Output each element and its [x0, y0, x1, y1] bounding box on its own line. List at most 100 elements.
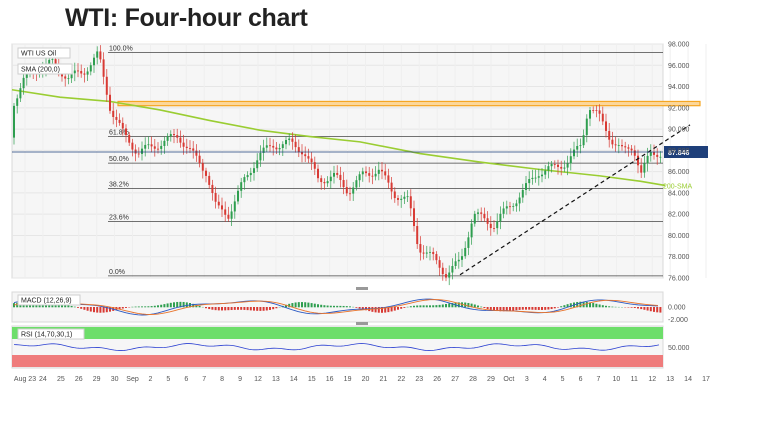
macd-histogram-bar [560, 306, 563, 308]
macd-histogram-bar [477, 305, 479, 308]
candle-body [361, 171, 364, 175]
macd-histogram-bar [227, 307, 230, 311]
candle-body [89, 65, 92, 72]
macd-histogram-bar [473, 304, 476, 308]
rsi-label-box [17, 328, 85, 340]
macd-histogram-bar [461, 302, 463, 308]
candle-body [630, 148, 633, 151]
macd-histogram-bar [400, 307, 403, 309]
x-tick-label: 29 [93, 376, 101, 383]
candle-body [371, 175, 374, 177]
candle-body [563, 167, 566, 169]
candle-body [73, 70, 76, 74]
candle-body [441, 267, 444, 275]
candle-body [576, 146, 579, 150]
candle-body [230, 211, 233, 219]
candle-body [400, 198, 403, 200]
candle-body [307, 156, 310, 159]
candle-body [339, 174, 342, 181]
candle-body [589, 110, 591, 119]
x-tick-label: 19 [344, 376, 352, 383]
macd-histogram-bar [73, 306, 76, 308]
candle-body [157, 148, 159, 150]
fib-label: 61.8% [109, 130, 129, 137]
macd-histogram-bar [163, 304, 166, 308]
macd-histogram-bar [61, 304, 63, 308]
macd-histogram-bar [649, 307, 652, 312]
candle-body [93, 57, 95, 66]
macd-histogram-bar [157, 305, 159, 308]
macd-histogram-bar [345, 306, 348, 308]
candle-body [125, 128, 127, 135]
macd-histogram-bar [134, 306, 137, 308]
macd-histogram-bar [333, 305, 335, 308]
macd-histogram-bar [64, 305, 67, 308]
macd-histogram-bar [224, 307, 227, 311]
macd-histogram-bar [144, 306, 147, 308]
macd-histogram-bar [630, 307, 633, 308]
macd-histogram-bar [409, 306, 412, 308]
candle-body [582, 135, 585, 146]
candle-body [416, 226, 419, 245]
candle-body [413, 208, 415, 227]
candle-body [518, 197, 521, 204]
y-tick-label: 84.000 [668, 190, 690, 197]
candle-body [569, 156, 572, 164]
x-tick-label: Sep [126, 376, 139, 383]
macd-histogram-bar [96, 307, 99, 313]
macd-histogram-bar [419, 305, 422, 308]
candle-body [451, 265, 454, 273]
macd-histogram-bar [205, 307, 207, 309]
candle-body [288, 138, 291, 141]
macd-tick-label: -2.000 [668, 317, 688, 324]
candle-body [473, 213, 476, 224]
macd-histogram-bar [301, 302, 303, 308]
candle-body [83, 73, 86, 75]
macd-histogram-bar [230, 307, 233, 311]
macd-histogram-bar [38, 304, 41, 308]
macd-histogram-bar [355, 307, 358, 308]
candle-body [262, 147, 265, 153]
candle-body [406, 196, 409, 198]
candle-body [310, 158, 313, 163]
macd-histogram-bar [605, 305, 607, 308]
sma-annotation: 200-SMA [663, 183, 693, 190]
macd-histogram-bar [233, 307, 236, 310]
candle-body [150, 144, 153, 147]
macd-histogram-bar [422, 305, 425, 308]
macd-histogram-bar [80, 307, 83, 309]
candle-body [624, 146, 627, 148]
candle-body [153, 146, 156, 149]
candle-body [614, 144, 617, 146]
candle-body [64, 76, 67, 79]
macd-histogram-bar [493, 307, 495, 311]
macd-histogram-bar [518, 307, 521, 310]
y-tick-label: 86.000 [668, 169, 690, 176]
candle-body [358, 174, 361, 181]
macd-histogram-bar [176, 301, 179, 308]
macd-histogram-bar [93, 307, 95, 313]
macd-histogram-bar [547, 307, 550, 310]
macd-tick-label: 0.000 [668, 305, 686, 312]
macd-histogram-bar [77, 307, 79, 308]
macd-histogram-bar [467, 302, 470, 308]
macd-histogram-bar [435, 305, 438, 308]
macd-histogram-bar [537, 307, 540, 310]
x-tick-label: 5 [561, 376, 565, 383]
candle-body [246, 175, 249, 178]
macd-histogram-bar [387, 307, 390, 313]
x-tick-label: 29 [487, 376, 495, 383]
candle-body [297, 147, 300, 153]
candle-body [304, 154, 307, 157]
macd-histogram-bar [480, 306, 483, 308]
macd-histogram-bar [102, 307, 105, 313]
candle-body [147, 144, 150, 146]
macd-histogram-bar [608, 306, 611, 308]
candle-body [521, 189, 524, 198]
y-tick-label: 98.000 [668, 42, 690, 49]
macd-histogram-bar [579, 301, 582, 308]
candle-body [169, 134, 172, 137]
candle-body [621, 145, 623, 147]
candle-body [201, 163, 204, 171]
candle-body [294, 141, 297, 148]
